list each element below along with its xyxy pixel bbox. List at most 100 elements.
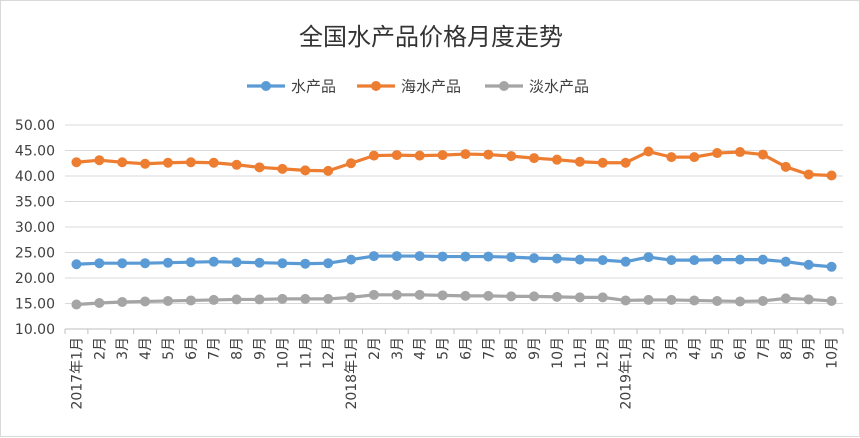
series-line xyxy=(74,293,834,307)
data-point xyxy=(277,163,288,174)
data-point xyxy=(117,157,128,168)
data-point xyxy=(71,157,82,168)
x-tick-label: 5月 xyxy=(710,337,726,360)
data-point xyxy=(323,258,334,269)
data-point xyxy=(460,290,471,301)
x-tick-label: 3月 xyxy=(664,337,680,360)
x-tick-label: 10月 xyxy=(275,337,291,369)
series-2 xyxy=(71,146,837,181)
x-tick-label: 6月 xyxy=(184,337,200,360)
data-point xyxy=(185,257,196,268)
x-tick-label: 11月 xyxy=(573,337,589,369)
data-point xyxy=(231,294,242,305)
data-point xyxy=(162,295,173,306)
data-point xyxy=(689,152,700,163)
legend-item: 海水产品 xyxy=(357,78,461,96)
legend-label: 海水产品 xyxy=(401,78,461,96)
data-point xyxy=(803,294,814,305)
data-point xyxy=(483,251,494,262)
data-point xyxy=(346,254,357,265)
data-point xyxy=(826,295,837,306)
x-tick-label: 2月 xyxy=(642,337,658,360)
chart-title: 全国水产品价格月度走势 xyxy=(299,23,563,51)
x-tick-label: 9月 xyxy=(253,337,269,360)
data-point xyxy=(231,159,242,170)
data-point xyxy=(483,290,494,301)
x-axis: 2017年1月 2月 3月 4月 5月 6月 7月 8月 9月 10月 11月 12月 2018年1月 2… xyxy=(64,328,844,410)
data-point xyxy=(208,157,219,168)
y-tick-label: 10.00 xyxy=(15,322,55,338)
data-point xyxy=(414,289,425,300)
data-point xyxy=(437,290,448,301)
data-point xyxy=(368,150,379,161)
x-tick-label: 2018年1月 xyxy=(344,337,360,410)
y-tick-label: 45.00 xyxy=(15,144,55,160)
data-point xyxy=(597,255,608,266)
y-tick-label: 20.00 xyxy=(15,271,55,287)
data-point xyxy=(323,165,334,176)
data-point xyxy=(414,150,425,161)
data-point xyxy=(368,289,379,300)
data-point xyxy=(666,294,677,305)
data-point xyxy=(208,256,219,267)
x-tick-label: 12月 xyxy=(596,337,612,369)
legend-item: 淡水产品 xyxy=(485,78,589,96)
data-point xyxy=(597,292,608,303)
x-tick-label: 7月 xyxy=(207,337,223,360)
data-point xyxy=(117,258,128,269)
data-point xyxy=(826,170,837,181)
data-point xyxy=(506,252,517,263)
y-tick-label: 35.00 xyxy=(15,195,55,211)
data-point xyxy=(574,156,585,167)
data-point xyxy=(117,296,128,307)
data-point xyxy=(643,146,654,157)
series-1 xyxy=(71,251,837,272)
data-point xyxy=(391,251,402,262)
series-line xyxy=(74,149,834,178)
data-point xyxy=(140,296,151,307)
legend-label: 淡水产品 xyxy=(529,78,589,96)
data-point xyxy=(460,149,471,160)
x-tick-label: 10月 xyxy=(550,337,566,369)
data-point xyxy=(780,161,791,172)
data-point xyxy=(140,258,151,269)
data-point xyxy=(620,295,631,306)
x-tick-label: 10月 xyxy=(825,337,841,369)
data-point xyxy=(437,251,448,262)
data-point xyxy=(712,148,723,159)
legend: 水产品 海水产品 淡水产品 xyxy=(247,78,589,96)
data-point xyxy=(346,158,357,169)
x-tick-label: 7月 xyxy=(481,337,497,360)
data-point xyxy=(666,152,677,163)
data-point xyxy=(803,169,814,180)
x-tick-label: 8月 xyxy=(504,337,520,360)
data-point xyxy=(300,258,311,269)
data-point xyxy=(643,252,654,263)
data-point xyxy=(94,297,105,308)
x-tick-label: 3月 xyxy=(390,337,406,360)
data-point xyxy=(346,292,357,303)
legend-item: 水产品 xyxy=(247,78,336,96)
x-tick-label: 7月 xyxy=(756,337,772,360)
data-point xyxy=(71,299,82,310)
data-point xyxy=(735,296,746,307)
data-point xyxy=(551,291,562,302)
series-line xyxy=(74,254,834,269)
x-tick-label: 2019年1月 xyxy=(619,337,635,410)
data-point xyxy=(185,157,196,168)
y-tick-label: 15.00 xyxy=(15,297,55,313)
x-tick-label: 6月 xyxy=(458,337,474,360)
data-point xyxy=(323,293,334,304)
legend-marker xyxy=(499,81,509,91)
data-point xyxy=(254,257,265,268)
x-tick-label: 12月 xyxy=(321,337,337,369)
x-tick-label: 3月 xyxy=(115,337,131,360)
data-point xyxy=(140,158,151,169)
data-point xyxy=(735,147,746,158)
data-point xyxy=(574,292,585,303)
y-tick-label: 50.00 xyxy=(15,118,55,134)
data-point xyxy=(414,251,425,262)
data-point xyxy=(551,154,562,165)
x-tick-label: 6月 xyxy=(733,337,749,360)
